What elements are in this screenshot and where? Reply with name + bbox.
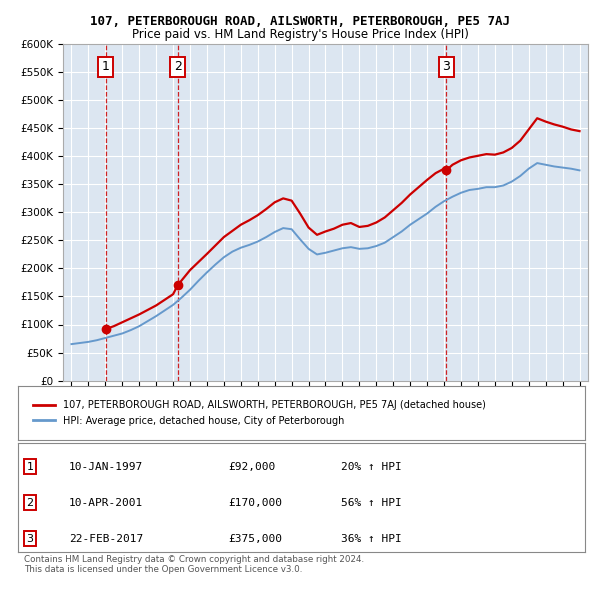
Text: 3: 3 bbox=[442, 60, 450, 73]
Text: 22-FEB-2017: 22-FEB-2017 bbox=[69, 533, 143, 543]
Text: 36% ↑ HPI: 36% ↑ HPI bbox=[341, 533, 402, 543]
Text: £92,000: £92,000 bbox=[228, 461, 275, 471]
Text: 10-APR-2001: 10-APR-2001 bbox=[69, 497, 143, 507]
Text: 20% ↑ HPI: 20% ↑ HPI bbox=[341, 461, 402, 471]
Text: £170,000: £170,000 bbox=[228, 497, 282, 507]
Text: 2: 2 bbox=[174, 60, 182, 73]
Text: 10-JAN-1997: 10-JAN-1997 bbox=[69, 461, 143, 471]
Text: 3: 3 bbox=[26, 533, 34, 543]
Text: 2: 2 bbox=[26, 497, 34, 507]
Text: 56% ↑ HPI: 56% ↑ HPI bbox=[341, 497, 402, 507]
Text: Price paid vs. HM Land Registry's House Price Index (HPI): Price paid vs. HM Land Registry's House … bbox=[131, 28, 469, 41]
Legend: 107, PETERBOROUGH ROAD, AILSWORTH, PETERBOROUGH, PE5 7AJ (detached house), HPI: : 107, PETERBOROUGH ROAD, AILSWORTH, PETER… bbox=[29, 395, 490, 431]
Text: Contains HM Land Registry data © Crown copyright and database right 2024.
This d: Contains HM Land Registry data © Crown c… bbox=[24, 555, 364, 574]
Text: 107, PETERBOROUGH ROAD, AILSWORTH, PETERBOROUGH, PE5 7AJ: 107, PETERBOROUGH ROAD, AILSWORTH, PETER… bbox=[90, 15, 510, 28]
Text: 1: 1 bbox=[26, 461, 34, 471]
Text: £375,000: £375,000 bbox=[228, 533, 282, 543]
Text: 1: 1 bbox=[102, 60, 110, 73]
